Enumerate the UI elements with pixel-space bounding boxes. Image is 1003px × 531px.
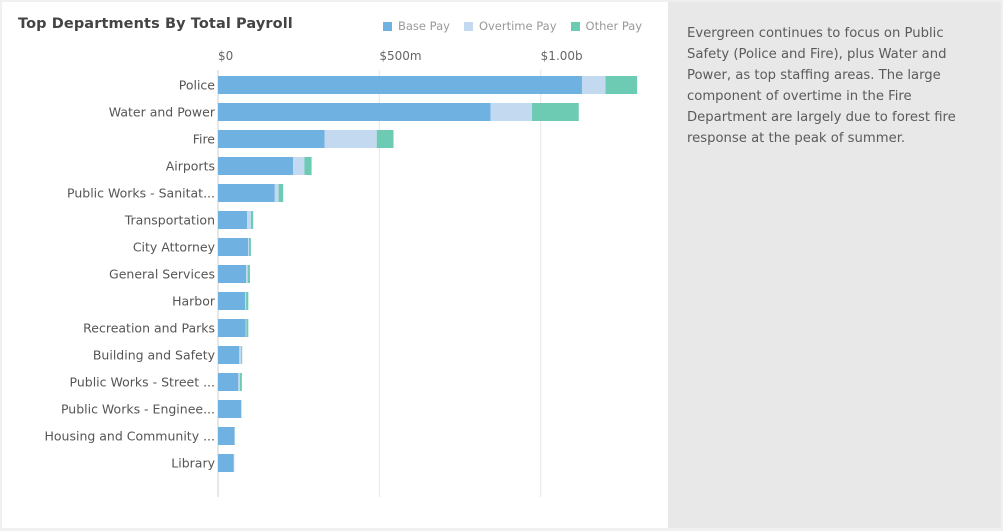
bar-segment-other-pay[interactable] <box>605 76 638 94</box>
x-tick-label: $1.00b <box>541 49 583 63</box>
chart-title: Top Departments By Total Payroll <box>18 16 293 32</box>
bar-segment-overtime-pay[interactable] <box>245 319 247 337</box>
bar-segment-overtime-pay[interactable] <box>238 373 240 391</box>
bar-segment-other-pay[interactable] <box>241 346 243 364</box>
category-label: Public Works - Street ... <box>70 375 215 390</box>
bar-segment-other-pay[interactable] <box>248 238 251 256</box>
category-label: Water and Power <box>109 105 216 120</box>
bar-segment-other-pay[interactable] <box>278 184 284 202</box>
bar-segment-other-pay[interactable] <box>247 265 250 283</box>
commentary-panel: Evergreen continues to focus on Public S… <box>668 2 1001 528</box>
bar-segment-base-pay[interactable] <box>218 292 246 310</box>
legend-swatch-base-pay <box>383 21 392 31</box>
bar-segment-base-pay[interactable] <box>218 265 247 283</box>
bar-segment-base-pay[interactable] <box>218 373 239 391</box>
bar-segment-base-pay[interactable] <box>218 184 275 202</box>
legend-swatch-other-pay <box>570 21 580 31</box>
category-label: Public Works - Sanitat... <box>67 186 215 201</box>
bar-segment-other-pay[interactable] <box>531 103 579 121</box>
legend-label-base-pay: Base Pay <box>398 19 450 33</box>
bar-segment-overtime-pay[interactable] <box>246 265 248 283</box>
bar-segment-base-pay[interactable] <box>218 319 246 337</box>
x-tick-label: $500m <box>379 49 421 63</box>
bar-segment-overtime-pay[interactable] <box>581 76 606 94</box>
bar-segment-overtime-pay[interactable] <box>293 157 305 175</box>
legend-item-overtime-pay[interactable]: Overtime Pay <box>463 19 557 33</box>
bar-segment-other-pay[interactable] <box>376 130 394 148</box>
commentary-text: Evergreen continues to focus on Public S… <box>687 26 956 146</box>
category-label: Recreation and Parks <box>83 321 215 336</box>
bar-segment-base-pay[interactable] <box>218 130 325 148</box>
bar-segment-overtime-pay[interactable] <box>233 454 235 472</box>
bar-segment-overtime-pay[interactable] <box>248 238 249 256</box>
bar-segment-base-pay[interactable] <box>218 400 242 418</box>
category-label: Housing and Community ... <box>44 429 215 444</box>
category-label: General Services <box>109 267 215 282</box>
category-label: Airports <box>166 159 215 174</box>
bar-segment-other-pay[interactable] <box>250 211 254 229</box>
category-label: Fire <box>193 132 216 147</box>
bar-segment-overtime-pay[interactable] <box>324 130 377 148</box>
category-label: City Attorney <box>133 240 216 255</box>
bar-segment-other-pay[interactable] <box>304 157 312 175</box>
bar-segment-other-pay[interactable] <box>239 373 242 391</box>
bar-segment-base-pay[interactable] <box>218 211 248 229</box>
category-label: Library <box>171 456 215 471</box>
bar-segment-base-pay[interactable] <box>218 76 582 94</box>
legend-label-overtime-pay: Overtime Pay <box>478 19 557 33</box>
bar-segment-overtime-pay[interactable] <box>274 184 279 202</box>
legend-swatch-overtime-pay <box>463 21 473 31</box>
category-label: Public Works - Enginee... <box>61 402 215 417</box>
x-tick-label: $0 <box>218 49 233 63</box>
bar-segment-base-pay[interactable] <box>218 454 234 472</box>
legend-item-base-pay[interactable]: Base Pay <box>383 19 450 33</box>
bar-segment-other-pay[interactable] <box>246 319 249 337</box>
category-label: Harbor <box>172 294 216 309</box>
legend-item-other-pay[interactable]: Other Pay <box>570 19 643 33</box>
bar-segment-overtime-pay[interactable] <box>239 346 242 364</box>
category-label: Building and Safety <box>93 348 216 363</box>
bar-segment-overtime-pay[interactable] <box>245 292 247 310</box>
category-label: Police <box>179 78 216 93</box>
chart-panel: Top Departments By Total Payroll Base Pa… <box>2 2 666 528</box>
chart-legend: Base Pay Overtime Pay Other Pay <box>383 19 642 33</box>
bar-segment-overtime-pay[interactable] <box>247 211 251 229</box>
bar-segment-base-pay[interactable] <box>218 157 294 175</box>
bar-segment-overtime-pay[interactable] <box>241 400 242 418</box>
bar-segment-overtime-pay[interactable] <box>234 427 235 445</box>
bar-segment-overtime-pay[interactable] <box>490 103 532 121</box>
bar-segment-base-pay[interactable] <box>218 238 249 256</box>
bar-segment-base-pay[interactable] <box>218 346 240 364</box>
bar-segment-base-pay[interactable] <box>218 103 491 121</box>
bar-segment-other-pay[interactable] <box>246 292 249 310</box>
category-label: Transportation <box>124 213 215 228</box>
bar-segment-base-pay[interactable] <box>218 427 235 445</box>
legend-label-other-pay: Other Pay <box>585 19 643 33</box>
bar-chart: $0 $500m $1.00b Police Water and Power Fire Ai… <box>44 49 638 497</box>
